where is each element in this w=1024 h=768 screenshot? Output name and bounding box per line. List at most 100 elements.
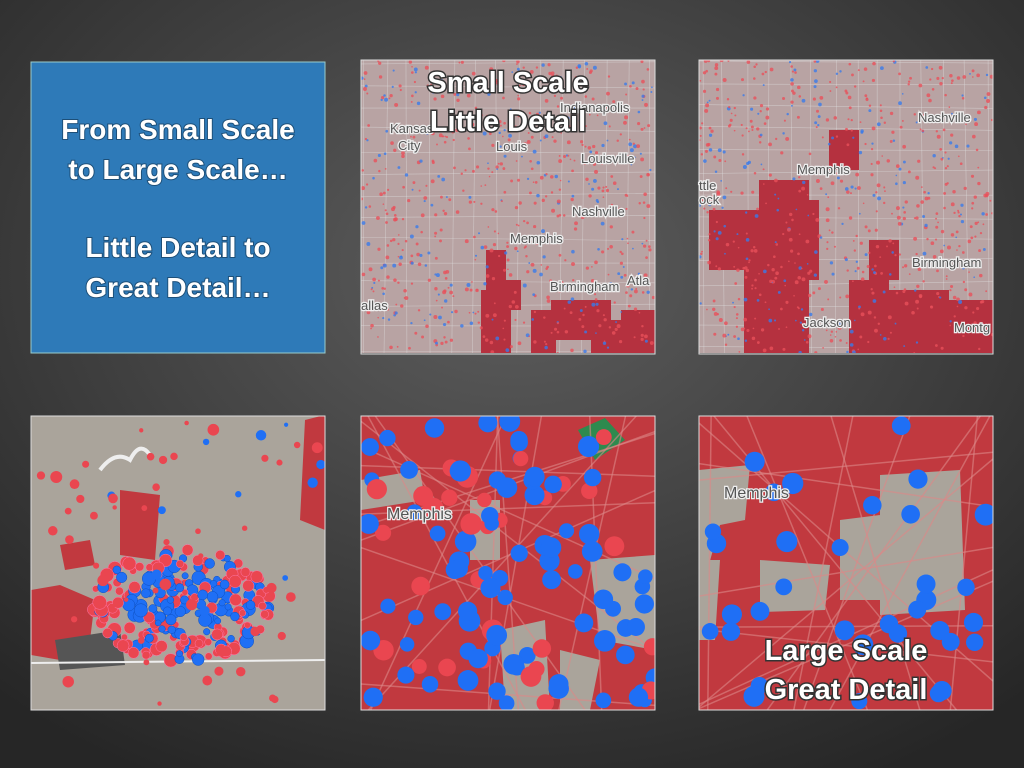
dot	[753, 77, 756, 80]
dot	[544, 195, 548, 198]
dot	[442, 209, 445, 213]
dot	[962, 280, 966, 284]
dot	[490, 350, 495, 353]
dot	[158, 625, 166, 633]
dot	[916, 204, 920, 208]
dot	[485, 274, 490, 278]
dot	[751, 284, 754, 287]
dot	[499, 162, 504, 166]
county-line	[361, 126, 655, 132]
dot	[643, 216, 646, 220]
dot	[970, 236, 974, 240]
county-line	[428, 60, 431, 353]
dot	[633, 336, 636, 339]
dot	[702, 89, 707, 93]
dot	[397, 255, 400, 258]
dot	[715, 96, 719, 100]
dot	[480, 113, 483, 117]
dot	[897, 221, 902, 226]
dot	[819, 95, 824, 100]
dot	[468, 200, 473, 204]
dot	[943, 244, 946, 247]
dot	[380, 266, 384, 270]
dot	[817, 287, 821, 291]
dot	[410, 100, 413, 103]
dot	[748, 259, 751, 262]
dot	[699, 79, 702, 82]
dot	[603, 340, 606, 342]
dot	[400, 255, 403, 258]
dot	[871, 291, 875, 295]
dot	[940, 229, 945, 234]
dot	[780, 307, 783, 311]
caption: Little Detail	[430, 106, 586, 138]
dot	[383, 152, 387, 156]
dot	[141, 650, 151, 660]
dot	[444, 135, 447, 138]
dot	[633, 156, 636, 159]
dot	[718, 158, 722, 163]
county-block	[869, 240, 899, 280]
dot	[560, 281, 564, 285]
dot	[947, 157, 950, 160]
dot	[517, 113, 522, 118]
dot	[699, 203, 702, 207]
dot	[413, 486, 434, 506]
dot	[482, 335, 486, 338]
dot	[826, 241, 829, 244]
dot	[238, 609, 247, 617]
dot	[908, 273, 911, 276]
dot	[584, 95, 588, 98]
dot	[850, 185, 854, 189]
dot	[123, 621, 136, 634]
dot	[580, 215, 585, 220]
frame	[360, 59, 656, 355]
dot	[941, 77, 944, 80]
dot	[919, 295, 923, 299]
dot	[637, 110, 641, 114]
dot	[957, 155, 960, 158]
dot	[206, 591, 219, 603]
dot	[952, 189, 956, 194]
dot	[714, 72, 718, 76]
dot	[174, 605, 186, 618]
dot	[985, 213, 988, 216]
dot	[452, 138, 455, 142]
dot	[817, 115, 821, 119]
dot	[751, 287, 754, 290]
dot	[846, 269, 849, 272]
dot	[503, 121, 506, 125]
dot	[458, 601, 478, 621]
dot	[771, 268, 775, 272]
map-label: ock	[699, 192, 720, 207]
dot	[813, 273, 817, 277]
dot	[961, 251, 965, 254]
dot	[808, 171, 811, 175]
dot	[480, 185, 483, 187]
dot	[856, 266, 860, 270]
dot	[435, 273, 440, 278]
dot	[734, 282, 738, 285]
dot	[382, 203, 385, 205]
road	[699, 546, 993, 597]
dot	[584, 125, 587, 128]
map-label: Birmingham	[550, 279, 619, 294]
dot	[882, 290, 886, 294]
dot	[50, 471, 63, 483]
dot	[754, 278, 757, 282]
dot	[530, 167, 534, 171]
frame	[30, 415, 326, 711]
dot	[768, 142, 772, 147]
dot	[877, 322, 881, 325]
dot	[914, 289, 917, 292]
dot	[228, 574, 242, 588]
dot	[434, 256, 438, 260]
dot	[710, 198, 715, 203]
dot	[440, 341, 444, 346]
dot	[541, 63, 545, 67]
dot	[602, 341, 607, 345]
dot	[179, 633, 188, 641]
dot	[896, 215, 901, 220]
dot	[524, 485, 545, 506]
dot	[917, 267, 922, 272]
